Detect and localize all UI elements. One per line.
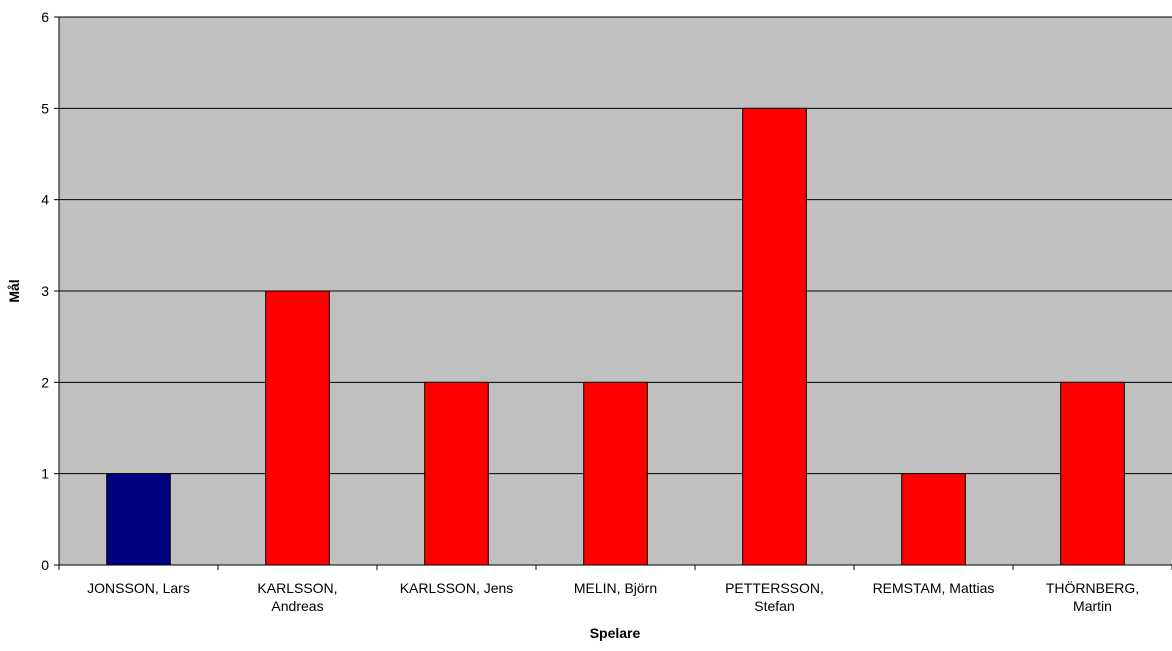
bar	[1060, 381, 1125, 566]
x-tick-label-line: MELIN, Björn	[574, 580, 657, 596]
bars	[106, 107, 1125, 566]
y-axis-title: Mål	[6, 279, 22, 302]
x-tick-label-line: Stefan	[754, 598, 794, 614]
x-tick-label-line: REMSTAM, Mattias	[873, 580, 995, 596]
y-tick-label: 0	[41, 557, 49, 573]
axes	[54, 16, 1172, 570]
x-tick-label-line: Martin	[1073, 598, 1112, 614]
x-tick-label: KARLSSON, Jens	[400, 580, 514, 596]
x-tick-label-line: KARLSSON, Jens	[400, 580, 514, 596]
x-tick-label-line: Andreas	[271, 598, 323, 614]
y-tick-labels: 0 1 2 3 4 5 6	[41, 9, 49, 573]
x-tick-label: PETTERSSON, Stefan	[725, 580, 824, 614]
x-tick-label: JONSSON, Lars	[87, 580, 190, 596]
x-tick-label-line: JONSSON, Lars	[87, 580, 190, 596]
x-tick-label-line: THÖRNBERG,	[1046, 579, 1139, 596]
y-tick-label: 3	[41, 283, 49, 299]
x-tick-labels: JONSSON, Lars KARLSSON, Andreas KARLSSON, J…	[87, 579, 1139, 614]
x-tick-label: MELIN, Björn	[574, 580, 657, 596]
bar	[742, 107, 807, 566]
y-tick-label: 5	[41, 100, 49, 116]
bar	[583, 381, 648, 566]
x-axis-title: Spelare	[590, 625, 641, 641]
bar	[901, 473, 966, 566]
x-tick-label-line: KARLSSON,	[257, 580, 337, 596]
y-tick-label: 1	[41, 466, 49, 482]
y-tick-label: 2	[41, 374, 49, 390]
x-tick-label: KARLSSON, Andreas	[257, 580, 337, 614]
x-tick-label: THÖRNBERG, Martin	[1046, 579, 1139, 614]
y-tick-label: 6	[41, 9, 49, 25]
y-tick-label: 4	[41, 192, 49, 208]
x-tick-label-line: PETTERSSON,	[725, 580, 824, 596]
bar	[265, 290, 330, 566]
x-tick-label: REMSTAM, Mattias	[873, 580, 995, 596]
bar	[106, 473, 171, 566]
bar	[424, 381, 489, 566]
